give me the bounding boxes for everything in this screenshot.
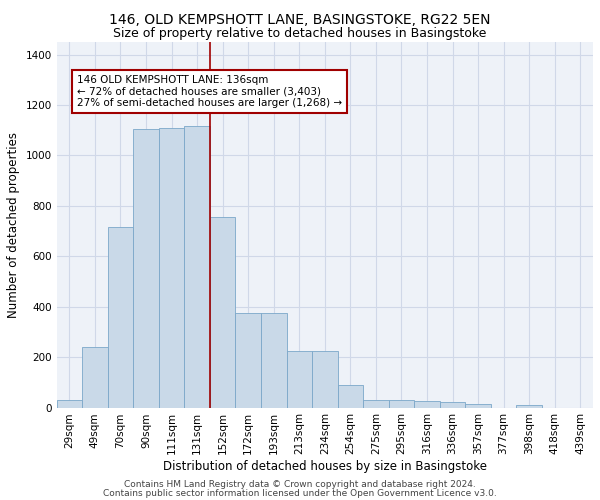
- Bar: [338, 385, 363, 407]
- Bar: [440, 402, 466, 407]
- Text: 146, OLD KEMPSHOTT LANE, BASINGSTOKE, RG22 5EN: 146, OLD KEMPSHOTT LANE, BASINGSTOKE, RG…: [109, 12, 491, 26]
- Bar: [235, 313, 261, 408]
- Bar: [261, 313, 287, 408]
- Text: 146 OLD KEMPSHOTT LANE: 136sqm
← 72% of detached houses are smaller (3,403)
27% : 146 OLD KEMPSHOTT LANE: 136sqm ← 72% of …: [77, 74, 342, 108]
- Bar: [414, 401, 440, 407]
- Bar: [363, 400, 389, 407]
- Bar: [466, 404, 491, 407]
- Bar: [159, 128, 184, 407]
- Bar: [312, 351, 338, 408]
- Bar: [517, 405, 542, 407]
- Bar: [287, 351, 312, 408]
- Y-axis label: Number of detached properties: Number of detached properties: [7, 132, 20, 318]
- Text: Size of property relative to detached houses in Basingstoke: Size of property relative to detached ho…: [113, 28, 487, 40]
- X-axis label: Distribution of detached houses by size in Basingstoke: Distribution of detached houses by size …: [163, 460, 487, 473]
- Bar: [108, 228, 133, 408]
- Bar: [389, 400, 414, 407]
- Bar: [133, 129, 159, 407]
- Text: Contains HM Land Registry data © Crown copyright and database right 2024.: Contains HM Land Registry data © Crown c…: [124, 480, 476, 489]
- Bar: [82, 347, 108, 408]
- Bar: [210, 217, 235, 408]
- Bar: [184, 126, 210, 408]
- Bar: [56, 400, 82, 407]
- Text: Contains public sector information licensed under the Open Government Licence v3: Contains public sector information licen…: [103, 488, 497, 498]
